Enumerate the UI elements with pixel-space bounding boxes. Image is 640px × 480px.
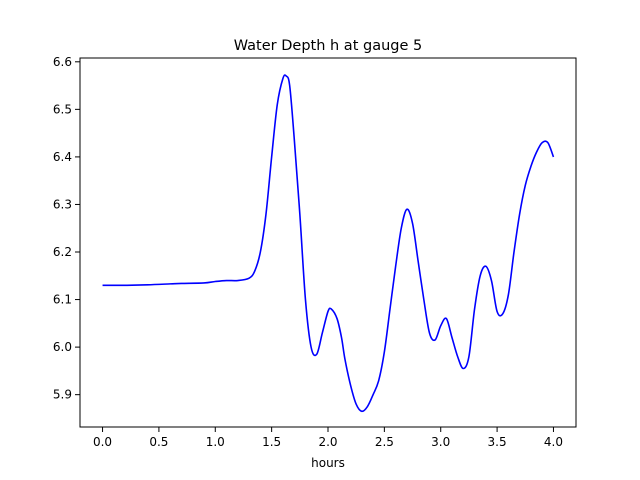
x-tick-label: 1.0 — [206, 435, 225, 449]
plot-frame — [79, 57, 577, 428]
y-tick-label: 6.0 — [53, 340, 72, 354]
x-tick-label: 0.0 — [93, 435, 112, 449]
y-axis-ticks: 5.9 6.0 6.1 6.2 6.3 6.4 6.5 6.6 — [53, 55, 80, 402]
x-tick-label: 3.0 — [431, 435, 450, 449]
y-tick-label: 6.5 — [53, 102, 72, 116]
y-tick-label: 6.1 — [53, 293, 72, 307]
y-tick-label: 6.2 — [53, 245, 72, 259]
y-tick-label: 6.3 — [53, 197, 72, 211]
x-tick-label: 2.5 — [375, 435, 394, 449]
x-axis-ticks: 0.0 0.5 1.0 1.5 2.0 2.5 3.0 3.5 4.0 — [93, 427, 563, 449]
x-axis-label: hours — [311, 456, 345, 470]
y-tick-label: 5.9 — [53, 388, 72, 402]
series-line — [102, 74, 555, 413]
x-tick-label: 2.0 — [318, 435, 337, 449]
x-tick-label: 3.5 — [488, 435, 507, 449]
x-tick-label: 0.5 — [149, 435, 168, 449]
y-tick-label: 6.6 — [53, 55, 72, 69]
x-tick-label: 4.0 — [544, 435, 563, 449]
chart-title: Water Depth h at gauge 5 — [234, 38, 422, 54]
x-tick-label: 1.5 — [262, 435, 281, 449]
y-tick-label: 6.4 — [53, 150, 72, 164]
